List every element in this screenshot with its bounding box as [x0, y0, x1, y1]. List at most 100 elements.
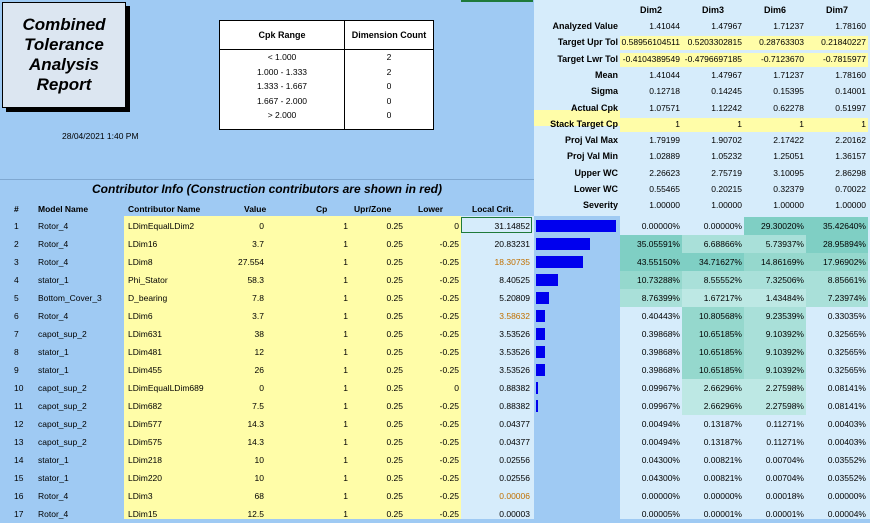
cp-cell[interactable]: 1 [343, 239, 348, 249]
value-cell[interactable]: 10 [254, 455, 264, 465]
value-cell[interactable]: 0 [259, 383, 264, 393]
contributor-name[interactable]: LDim575 [128, 437, 163, 447]
cp-cell[interactable]: 1 [343, 275, 348, 285]
cp-cell[interactable]: 1 [343, 455, 348, 465]
table-row[interactable]: 13 capot_sup_2 LDim575 14.3 1 0.25 -0.25 0.0437… [0, 433, 870, 451]
value-cell[interactable]: 58.3 [247, 275, 264, 285]
value-cell[interactable]: 3.7 [252, 311, 264, 321]
lower-cell[interactable]: 0 [454, 221, 459, 231]
table-row[interactable]: 11 capot_sup_2 LDim682 7.5 1 0.25 -0.25 0.88382… [0, 397, 870, 415]
contributor-name[interactable]: LDim3 [128, 491, 153, 501]
upr-zone-cell[interactable]: 0.25 [386, 257, 403, 267]
value-cell[interactable]: 12.5 [247, 509, 264, 519]
contributor-name[interactable]: LDimEqualLDim2 [128, 221, 195, 231]
contributor-name[interactable]: LDim8 [128, 257, 153, 267]
contributor-name[interactable]: LDim481 [128, 347, 163, 357]
contributor-name[interactable]: D_bearing [128, 293, 168, 303]
cp-cell[interactable]: 1 [343, 473, 348, 483]
upr-zone-cell[interactable]: 0.25 [386, 509, 403, 519]
table-row[interactable]: 15 stator_1 LDim220 10 1 0.25 -0.25 0.02556 0.04… [0, 469, 870, 487]
cp-cell[interactable]: 1 [343, 401, 348, 411]
contributor-name[interactable]: LDim218 [128, 455, 163, 465]
cp-cell[interactable]: 1 [343, 509, 348, 519]
lower-cell[interactable]: -0.25 [439, 293, 459, 303]
value-cell[interactable]: 26 [254, 365, 264, 375]
value-cell[interactable]: 12 [254, 347, 264, 357]
lower-cell[interactable]: -0.25 [439, 329, 459, 339]
table-row[interactable]: 4 stator_1 Phi_Stator 58.3 1 0.25 -0.25 8.40525… [0, 271, 870, 289]
contributor-name[interactable]: LDim577 [128, 419, 163, 429]
table-row[interactable]: 12 capot_sup_2 LDim577 14.3 1 0.25 -0.25 0.0437… [0, 415, 870, 433]
value-cell[interactable]: 38 [254, 329, 264, 339]
table-row[interactable]: 5 Bottom_Cover_3 D_bearing 7.8 1 0.25 -0.25 5.2… [0, 289, 870, 307]
table-row[interactable]: 6 Rotor_4 LDim6 3.7 1 0.25 -0.25 3.58632 0.40443… [0, 307, 870, 325]
upr-zone-cell[interactable]: 0.25 [386, 437, 403, 447]
lower-cell[interactable]: -0.25 [439, 401, 459, 411]
value-cell[interactable]: 14.3 [247, 419, 264, 429]
cp-cell[interactable]: 1 [343, 437, 348, 447]
upr-zone-cell[interactable]: 0.25 [386, 239, 403, 249]
lower-cell[interactable]: -0.25 [439, 437, 459, 447]
upr-zone-cell[interactable]: 0.25 [386, 491, 403, 501]
table-row[interactable]: 3 Rotor_4 LDim8 27.554 1 0.25 -0.25 18.30735 43.… [0, 253, 870, 271]
upr-zone-cell[interactable]: 0.25 [386, 275, 403, 285]
upr-zone-cell[interactable]: 0.25 [386, 401, 403, 411]
cp-cell[interactable]: 1 [343, 329, 348, 339]
cp-cell[interactable]: 1 [343, 491, 348, 501]
selected-cell-outline[interactable] [461, 217, 532, 233]
table-row[interactable]: 1 Rotor_4 LDimEqualLDim2 0 1 0.25 0 31.14852 0.0… [0, 217, 870, 235]
table-row[interactable]: 8 stator_1 LDim481 12 1 0.25 -0.25 3.53526 0.398… [0, 343, 870, 361]
upr-zone-cell[interactable]: 0.25 [386, 365, 403, 375]
upr-zone-cell[interactable]: 0.25 [386, 329, 403, 339]
contributor-name[interactable]: LDim455 [128, 365, 163, 375]
lower-cell[interactable]: -0.25 [439, 509, 459, 519]
value-cell[interactable]: 3.7 [252, 239, 264, 249]
upr-zone-cell[interactable]: 0.25 [386, 293, 403, 303]
table-row[interactable]: 17 Rotor_4 LDim15 12.5 1 0.25 -0.25 0.00003 0.00… [0, 505, 870, 523]
contributor-name[interactable]: LDim682 [128, 401, 163, 411]
cp-cell[interactable]: 1 [343, 383, 348, 393]
cp-cell[interactable]: 1 [343, 419, 348, 429]
contributor-name[interactable]: LDim6 [128, 311, 153, 321]
table-row[interactable]: 7 capot_sup_2 LDim631 38 1 0.25 -0.25 3.53526 0.… [0, 325, 870, 343]
contributor-name[interactable]: LDim15 [128, 509, 158, 519]
upr-zone-cell[interactable]: 0.25 [386, 419, 403, 429]
lower-cell[interactable]: -0.25 [439, 365, 459, 375]
contributor-name[interactable]: LDim16 [128, 239, 158, 249]
value-cell[interactable]: 7.8 [252, 293, 264, 303]
cp-cell[interactable]: 1 [343, 365, 348, 375]
value-cell[interactable]: 14.3 [247, 437, 264, 447]
value-cell[interactable]: 27.554 [238, 257, 264, 267]
contributor-name[interactable]: LDim631 [128, 329, 163, 339]
upr-zone-cell[interactable]: 0.25 [386, 383, 403, 393]
lower-cell[interactable]: -0.25 [439, 455, 459, 465]
upr-zone-cell[interactable]: 0.25 [386, 347, 403, 357]
cp-cell[interactable]: 1 [343, 221, 348, 231]
value-cell[interactable]: 10 [254, 473, 264, 483]
value-cell[interactable]: 7.5 [252, 401, 264, 411]
contributor-name[interactable]: Phi_Stator [128, 275, 168, 285]
lower-cell[interactable]: -0.25 [439, 347, 459, 357]
contributor-name[interactable]: LDimEqualLDim689 [128, 383, 204, 393]
lower-cell[interactable]: -0.25 [439, 419, 459, 429]
cp-cell[interactable]: 1 [343, 293, 348, 303]
lower-cell[interactable]: -0.25 [439, 491, 459, 501]
table-row[interactable]: 2 Rotor_4 LDim16 3.7 1 0.25 -0.25 20.83231 35.05… [0, 235, 870, 253]
cp-cell[interactable]: 1 [343, 311, 348, 321]
lower-cell[interactable]: -0.25 [439, 311, 459, 321]
cp-cell[interactable]: 1 [343, 347, 348, 357]
table-row[interactable]: 14 stator_1 LDim218 10 1 0.25 -0.25 0.02556 0.04… [0, 451, 870, 469]
lower-cell[interactable]: 0 [454, 383, 459, 393]
value-cell[interactable]: 0 [259, 221, 264, 231]
value-cell[interactable]: 68 [254, 491, 264, 501]
upr-zone-cell[interactable]: 0.25 [386, 311, 403, 321]
table-row[interactable]: 10 capot_sup_2 LDimEqualLDim689 0 1 0.25 0 0.88… [0, 379, 870, 397]
lower-cell[interactable]: -0.25 [439, 275, 459, 285]
upr-zone-cell[interactable]: 0.25 [386, 455, 403, 465]
cp-cell[interactable]: 1 [343, 257, 348, 267]
lower-cell[interactable]: -0.25 [439, 473, 459, 483]
lower-cell[interactable]: -0.25 [439, 239, 459, 249]
upr-zone-cell[interactable]: 0.25 [386, 221, 403, 231]
table-row[interactable]: 9 stator_1 LDim455 26 1 0.25 -0.25 3.53526 0.398… [0, 361, 870, 379]
upr-zone-cell[interactable]: 0.25 [386, 473, 403, 483]
